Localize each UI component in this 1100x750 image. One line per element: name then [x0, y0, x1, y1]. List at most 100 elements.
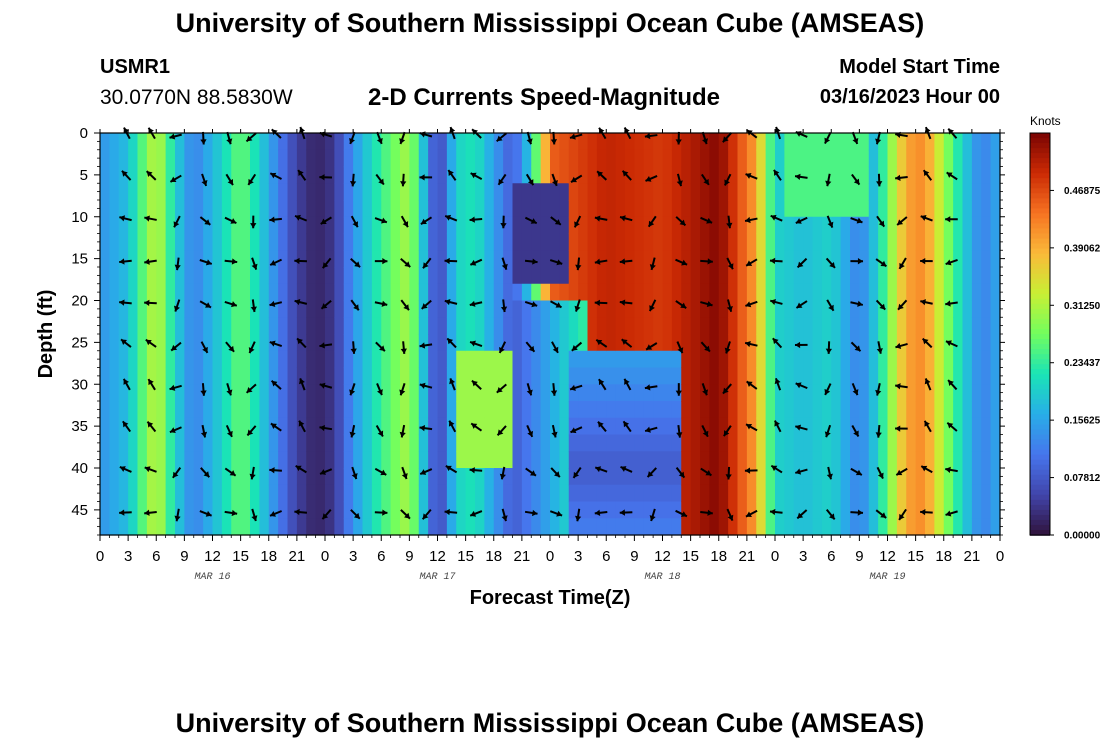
- heatmap-cell: [990, 468, 1001, 486]
- heatmap-cell: [953, 149, 964, 168]
- heatmap-cell: [578, 149, 589, 168]
- heatmap-cell: [334, 133, 345, 151]
- heatmap-cell: [746, 367, 757, 385]
- current-arrow: [499, 466, 506, 480]
- date-label: MAR 16: [194, 572, 230, 583]
- heatmap-cell: [671, 417, 682, 436]
- current-arrow: [350, 215, 359, 228]
- heatmap-cell: [540, 417, 551, 436]
- heatmap-cell: [240, 334, 251, 352]
- heatmap-cell: [906, 149, 917, 168]
- heatmap-cell: [437, 434, 448, 452]
- heatmap-cell: [409, 334, 420, 352]
- colorbar-segment: [1030, 509, 1050, 516]
- heatmap-cell: [803, 484, 814, 503]
- heatmap-cell: [681, 133, 692, 151]
- heatmap-cell: [662, 484, 673, 503]
- heatmap-cell: [156, 166, 167, 184]
- heatmap-cell: [700, 216, 710, 235]
- heatmap-cell: [250, 484, 260, 503]
- current-arrow: [769, 298, 783, 306]
- current-arrow: [524, 258, 538, 265]
- heatmap-cell: [690, 401, 701, 419]
- heatmap-cell: [118, 434, 129, 452]
- current-arrow: [321, 257, 332, 269]
- current-arrow: [145, 338, 157, 348]
- current-arrow: [444, 214, 458, 222]
- heatmap-cell: [840, 401, 851, 419]
- heatmap-cell: [343, 417, 354, 436]
- heatmap-cell: [456, 267, 467, 285]
- current-arrow: [773, 169, 782, 181]
- heatmap-cell: [850, 166, 860, 184]
- heatmap-cell: [231, 501, 242, 519]
- heatmap-cell: [868, 468, 879, 486]
- heatmap-cell: [137, 518, 148, 536]
- heatmap-cell: [990, 417, 1001, 436]
- heatmap-cell: [990, 501, 1001, 519]
- heatmap-cell: [381, 233, 392, 251]
- heatmap-cell: [334, 250, 345, 268]
- heatmap-cell: [700, 334, 710, 352]
- heatmap-cell: [109, 149, 120, 168]
- x-tick-label: 12: [654, 548, 671, 565]
- heatmap-cell: [353, 317, 364, 335]
- colorbar-segment: [1030, 449, 1050, 456]
- heatmap-cell: [287, 501, 298, 519]
- heatmap-cell: [493, 367, 504, 385]
- heatmap-cell: [362, 384, 373, 402]
- heatmap-cell: [568, 250, 579, 268]
- heatmap-cell: [878, 300, 889, 318]
- heatmap-cell: [193, 501, 204, 519]
- heatmap-cell: [634, 216, 645, 235]
- heatmap-cell: [184, 501, 195, 519]
- heatmap-cell: [784, 149, 795, 168]
- heatmap-cell: [296, 350, 307, 369]
- current-arrow: [224, 467, 237, 477]
- heatmap-cell: [728, 317, 739, 335]
- heatmap-cell: [287, 484, 298, 503]
- heatmap-cell: [259, 183, 270, 201]
- heatmap-cell: [568, 417, 579, 436]
- heatmap-cell: [212, 367, 223, 385]
- heatmap-cell: [756, 401, 767, 419]
- heatmap-cell: [559, 183, 570, 201]
- heatmap-cell: [662, 267, 673, 285]
- heatmap-cell: [540, 401, 551, 419]
- heatmap-cell: [821, 300, 832, 318]
- heatmap-cell: [746, 518, 757, 536]
- colorbar-segment: [1030, 469, 1050, 476]
- current-arrow: [319, 342, 333, 349]
- current-arrow: [875, 424, 882, 438]
- heatmap-cell: [831, 434, 842, 452]
- heatmap-cell: [746, 434, 757, 452]
- colorbar-segment: [1030, 158, 1050, 164]
- x-tick-label: 6: [602, 548, 610, 565]
- heatmap-cell: [737, 133, 748, 151]
- heatmap-cell: [737, 501, 748, 519]
- heatmap-cell: [784, 300, 795, 318]
- heatmap-cell: [371, 149, 382, 168]
- heatmap-cell: [325, 317, 335, 335]
- heatmap-cell: [475, 149, 485, 168]
- heatmap-cell: [550, 216, 560, 235]
- heatmap-cell: [709, 350, 720, 369]
- current-arrow: [500, 215, 507, 229]
- heatmap-cell: [662, 401, 673, 419]
- current-arrow: [795, 216, 808, 224]
- heatmap-cell: [643, 367, 654, 385]
- heatmap-cell: [906, 267, 917, 285]
- heatmap-cell: [278, 367, 289, 385]
- current-arrow: [895, 425, 908, 432]
- heatmap-cell: [315, 401, 326, 419]
- heatmap-cell: [400, 501, 410, 519]
- heatmap-cell: [615, 267, 626, 285]
- heatmap-cell: [662, 434, 673, 452]
- heatmap-cell: [165, 401, 176, 419]
- heatmap-cell: [728, 501, 739, 519]
- heatmap-cell: [287, 334, 298, 352]
- heatmap-cell: [662, 367, 673, 385]
- heatmap-cell: [887, 518, 898, 536]
- current-arrow: [920, 257, 933, 265]
- heatmap-cell: [128, 367, 139, 385]
